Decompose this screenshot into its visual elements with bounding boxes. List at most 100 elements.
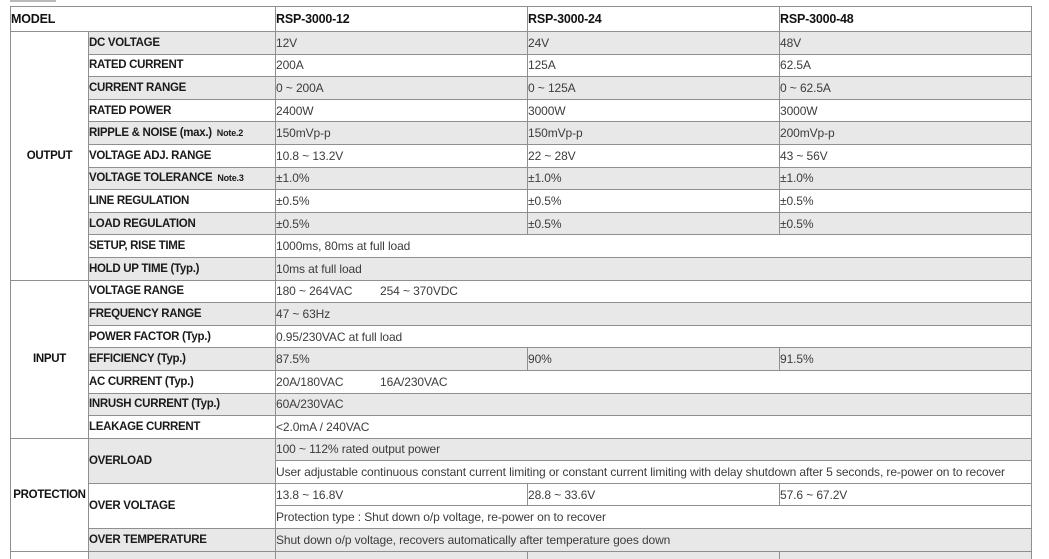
overload-behavior-value: User adjustable continuous constant curr… [275, 460, 1032, 484]
over-voltage-label: OVER VOLTAGE [88, 482, 276, 530]
over-temperature-label: OVER TEMPERATURE [88, 528, 276, 552]
row-over-voltage-values: OVER VOLTAGE 13.8 ~ 16.8V 28.8 ~ 33.6V 5… [11, 482, 1032, 530]
row-overload-behavior: User adjustable continuous constant curr… [11, 460, 1032, 484]
cutoff-value-cell-24 [527, 550, 780, 559]
row-load-regulation: LOAD REGULATION ±0.5% ±0.5% ±0.5% [11, 211, 1032, 236]
hold-up-time-value: 10ms at full load [275, 256, 1032, 281]
dc-voltage-label: DC VOLTAGE [88, 31, 276, 55]
rated-current-value-48: 62.5A [779, 53, 1032, 78]
row-over-temperature: OVER TEMPERATURE Shut down o/p voltage, … [11, 528, 1032, 552]
load-regulation-value-12: ±0.5% [275, 211, 528, 236]
row-setup-rise-time: SETUP, RISE TIME 1000ms, 80ms at full lo… [11, 234, 1032, 258]
row-power-factor: POWER FACTOR (Typ.) 0.95/230VAC at full … [11, 324, 1032, 349]
section-input: INPUT [10, 279, 89, 439]
voltage-tolerance-value-12: ±1.0% [275, 166, 528, 191]
voltage-adj-range-label: VOLTAGE ADJ. RANGE [88, 143, 276, 168]
efficiency-value-48: 91.5% [779, 347, 1032, 371]
voltage-tolerance-label: VOLTAGE TOLERANCE Note.3 [88, 166, 276, 191]
line-regulation-value-48: ±0.5% [779, 189, 1032, 213]
overload-label: OVERLOAD [88, 437, 276, 484]
cutoff-label-cell [88, 550, 276, 559]
voltage-adj-range-value-48: 43 ~ 56V [779, 143, 1032, 168]
rated-current-label: RATED CURRENT [88, 53, 276, 78]
row-current-range: CURRENT RANGE 0 ~ 200A 0 ~ 125A 0 ~ 62.5… [11, 76, 1032, 100]
line-regulation-label: LINE REGULATION [88, 189, 276, 213]
setup-rise-time-value: 1000ms, 80ms at full load [275, 234, 1032, 258]
row-line-regulation: LINE REGULATION ±0.5% ±0.5% ±0.5% [11, 189, 1032, 213]
rated-current-value-24: 125A [527, 53, 780, 78]
over-temperature-value: Shut down o/p voltage, recovers automati… [275, 528, 1032, 552]
voltage-range-value: 180 ~ 264VAC 254 ~ 370VDC [275, 279, 1032, 304]
row-voltage-range: INPUT VOLTAGE RANGE 180 ~ 264VAC 254 ~ 37… [10, 279, 1032, 439]
row-rated-power: RATED POWER 2400W 3000W 3000W [11, 98, 1032, 123]
hold-up-time-label: HOLD UP TIME (Typ.) [88, 256, 276, 281]
model-column-rsp-3000-48: RSP-3000-48 [779, 6, 1032, 32]
row-voltage-tolerance: VOLTAGE TOLERANCE Note.3 ±1.0% ±1.0% ±1.0… [11, 166, 1032, 191]
ac-current-value: 20A/180VAC 16A/230VAC [275, 369, 1032, 394]
row-overload-range: PROTECTION OVERLOAD 100 ~ 112% rated out… [10, 437, 1032, 552]
frequency-range-label: FREQUENCY RANGE [88, 302, 276, 326]
voltage-range-label: VOLTAGE RANGE [88, 279, 276, 304]
rated-power-value-12: 2400W [275, 98, 528, 123]
row-over-voltage-behavior: Protection type : Shut down o/p voltage,… [11, 505, 1032, 530]
over-voltage-value-48: 57.6 ~ 67.2V [779, 482, 1032, 507]
voltage-range-ac: 180 ~ 264VAC [276, 284, 353, 299]
dc-voltage-value-24: 24V [527, 31, 780, 55]
dc-voltage-value-12: 12V [275, 31, 528, 55]
voltage-tolerance-value-48: ±1.0% [779, 166, 1032, 191]
power-factor-value: 0.95/230VAC at full load [275, 324, 1032, 349]
efficiency-label: EFFICIENCY (Typ.) [88, 347, 276, 371]
ripple-noise-label-text: RIPPLE & NOISE (max.) [89, 127, 213, 140]
voltage-tolerance-value-24: ±1.0% [527, 166, 780, 191]
inrush-current-label: INRUSH CURRENT (Typ.) [88, 392, 276, 417]
page-crop-artifact [10, 0, 56, 2]
row-frequency-range: FREQUENCY RANGE 47 ~ 63Hz [11, 302, 1032, 326]
rated-power-label: RATED POWER [88, 98, 276, 123]
cutoff-section-cell [10, 550, 89, 559]
load-regulation-value-24: ±0.5% [527, 211, 780, 236]
leakage-current-value: <2.0mA / 240VAC [275, 415, 1032, 439]
load-regulation-value-48: ±0.5% [779, 211, 1032, 236]
over-voltage-value-12: 13.8 ~ 16.8V [275, 482, 528, 507]
note-2-ref: Note.2 [216, 128, 244, 139]
row-inrush-current: INRUSH CURRENT (Typ.) 60A/230VAC [11, 392, 1032, 417]
efficiency-value-12: 87.5% [275, 347, 528, 371]
leakage-current-label: LEAKAGE CURRENT [88, 415, 276, 439]
over-voltage-value-24: 28.8 ~ 33.6V [527, 482, 780, 507]
note-3-ref: Note.3 [217, 173, 244, 184]
ac-current-180v: 20A/180VAC [276, 374, 344, 389]
ripple-noise-value-12: 150mVp-p [275, 121, 528, 145]
rated-current-value-12: 200A [275, 53, 528, 78]
dc-voltage-value-48: 48V [779, 31, 1032, 55]
row-dc-voltage: OUTPUT DC VOLTAGE 12V 24V 48V [10, 31, 1032, 281]
ripple-noise-value-24: 150mVp-p [527, 121, 780, 145]
current-range-value-12: 0 ~ 200A [275, 76, 528, 100]
row-hold-up-time: HOLD UP TIME (Typ.) 10ms at full load [11, 256, 1032, 281]
row-rated-current: RATED CURRENT 200A 125A 62.5A [11, 53, 1032, 78]
ripple-noise-value-48: 200mVp-p [779, 121, 1032, 145]
voltage-adj-range-value-24: 22 ~ 28V [527, 143, 780, 168]
voltage-adj-range-value-12: 10.8 ~ 13.2V [275, 143, 528, 168]
table-header-row: MODEL RSP-3000-12 RSP-3000-24 RSP-3000-4… [10, 6, 1032, 32]
cutoff-value-cell-12 [275, 550, 528, 559]
inrush-current-value: 60A/230VAC [275, 392, 1032, 417]
line-regulation-value-24: ±0.5% [527, 189, 780, 213]
row-cutoff-sliver [10, 550, 1032, 559]
section-protection: PROTECTION [10, 437, 89, 552]
setup-rise-time-label: SETUP, RISE TIME [88, 234, 276, 258]
row-voltage-adj-range: VOLTAGE ADJ. RANGE 10.8 ~ 13.2V 22 ~ 28V… [11, 143, 1032, 168]
cutoff-value-cell-48 [779, 550, 1032, 559]
current-range-label: CURRENT RANGE [88, 76, 276, 100]
ac-current-230v: 16A/230VAC [380, 374, 448, 389]
power-factor-label: POWER FACTOR (Typ.) [88, 324, 276, 349]
line-regulation-value-12: ±0.5% [275, 189, 528, 213]
model-column-rsp-3000-24: RSP-3000-24 [527, 6, 780, 32]
over-voltage-behavior-value: Protection type : Shut down o/p voltage,… [275, 505, 1032, 530]
overload-range-value: 100 ~ 112% rated output power [275, 437, 1032, 462]
ripple-noise-label: RIPPLE & NOISE (max.) Note.2 [88, 121, 276, 145]
rated-power-value-48: 3000W [779, 98, 1032, 123]
current-range-value-24: 0 ~ 125A [527, 76, 780, 100]
spec-table: MODEL RSP-3000-12 RSP-3000-24 RSP-3000-4… [10, 6, 1032, 559]
frequency-range-value: 47 ~ 63Hz [275, 302, 1032, 326]
